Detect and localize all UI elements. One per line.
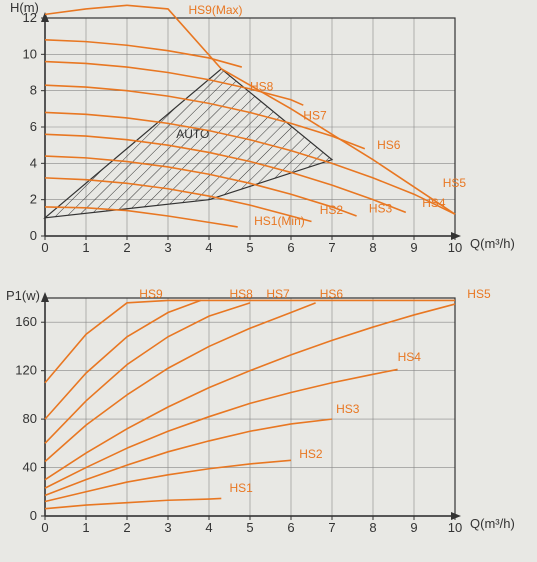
series-label-HS4: HS4: [398, 350, 422, 364]
y-tick-label: 2: [30, 192, 37, 207]
x-tick-label: 9: [410, 520, 417, 535]
x-tick-label: 7: [328, 240, 335, 255]
series-label-HS7: HS7: [266, 287, 290, 301]
x-tick-label: 2: [123, 520, 130, 535]
x-axis-label: Q(m³/h): [470, 236, 515, 251]
x-tick-label: 10: [448, 240, 462, 255]
series-label-HS3: HS3: [336, 402, 360, 416]
series-label-HS7: HS7: [303, 109, 327, 123]
x-tick-label: 2: [123, 240, 130, 255]
x-tick-label: 3: [164, 520, 171, 535]
series-label-HS9(Max): HS9(Max): [189, 3, 243, 17]
series-label-HS1: HS1: [230, 481, 254, 495]
x-tick-label: 10: [448, 520, 462, 535]
series-label-HS8: HS8: [230, 287, 254, 301]
y-tick-label: 80: [23, 411, 37, 426]
series-label-HS2: HS2: [299, 447, 323, 461]
x-tick-label: 3: [164, 240, 171, 255]
y-tick-label: 4: [30, 155, 37, 170]
y-tick-label: 160: [15, 314, 37, 329]
y-tick-label: 120: [15, 363, 37, 378]
series-label-HS6: HS6: [320, 287, 344, 301]
x-axis-label: Q(m³/h): [470, 516, 515, 531]
x-tick-label: 8: [369, 240, 376, 255]
x-tick-label: 8: [369, 520, 376, 535]
series-label-HS5: HS5: [443, 176, 467, 190]
series-label-HS1(Min): HS1(Min): [254, 214, 305, 228]
x-tick-label: 6: [287, 520, 294, 535]
y-tick-label: 0: [30, 228, 37, 243]
x-tick-label: 0: [41, 240, 48, 255]
x-tick-label: 4: [205, 240, 212, 255]
y-axis-label: P1(w): [6, 288, 40, 303]
y-tick-label: 40: [23, 460, 37, 475]
x-tick-label: 1: [82, 520, 89, 535]
y-tick-label: 6: [30, 119, 37, 134]
x-tick-label: 5: [246, 520, 253, 535]
series-label-HS6: HS6: [377, 138, 401, 152]
x-tick-label: 9: [410, 240, 417, 255]
x-tick-label: 0: [41, 520, 48, 535]
y-axis-label: H(m): [10, 0, 39, 15]
x-tick-label: 1: [82, 240, 89, 255]
x-tick-label: 6: [287, 240, 294, 255]
y-tick-label: 10: [23, 46, 37, 61]
y-tick-label: 0: [30, 508, 37, 523]
series-label-HS9: HS9: [139, 287, 163, 301]
x-tick-label: 4: [205, 520, 212, 535]
series-label-HS5: HS5: [467, 287, 491, 301]
x-tick-label: 7: [328, 520, 335, 535]
x-tick-label: 5: [246, 240, 253, 255]
charts-svg: AUTO012345678910024681012H(m)Q(m³/h)HS1(…: [0, 0, 537, 562]
y-tick-label: 8: [30, 83, 37, 98]
